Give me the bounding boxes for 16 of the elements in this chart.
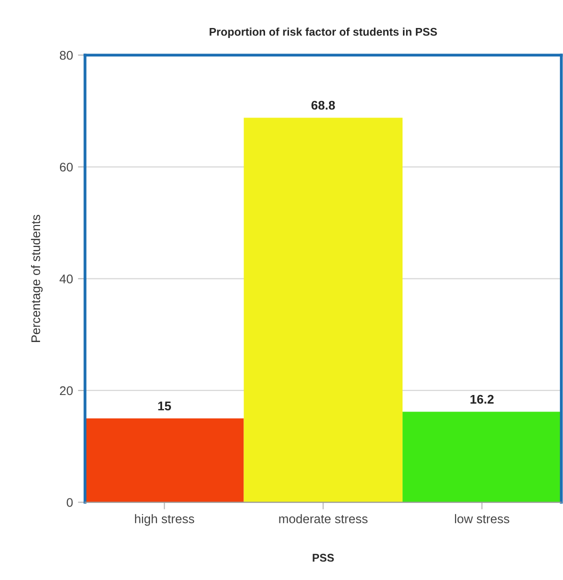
chart-title: Proportion of risk factor of students in PSS xyxy=(210,28,437,38)
y-tick-label: 80 xyxy=(60,50,73,60)
x-axis-title: PSS xyxy=(312,554,334,562)
data-label: 16.2 xyxy=(470,394,494,404)
data-label: 68.8 xyxy=(311,100,335,110)
bar xyxy=(85,418,244,502)
x-tick-label: high stress xyxy=(135,514,194,526)
y-tick-label: 20 xyxy=(60,386,73,396)
data-label: 15 xyxy=(158,402,171,410)
x-tick-label: moderate stress xyxy=(279,514,368,524)
y-axis-title: Percentage of students xyxy=(30,214,43,342)
y-tick-label: 40 xyxy=(60,274,73,284)
x-tick-label: low stress xyxy=(454,514,510,524)
bar xyxy=(402,412,562,502)
y-tick-label: 60 xyxy=(60,162,73,172)
y-tick-label: 0 xyxy=(66,498,73,507)
